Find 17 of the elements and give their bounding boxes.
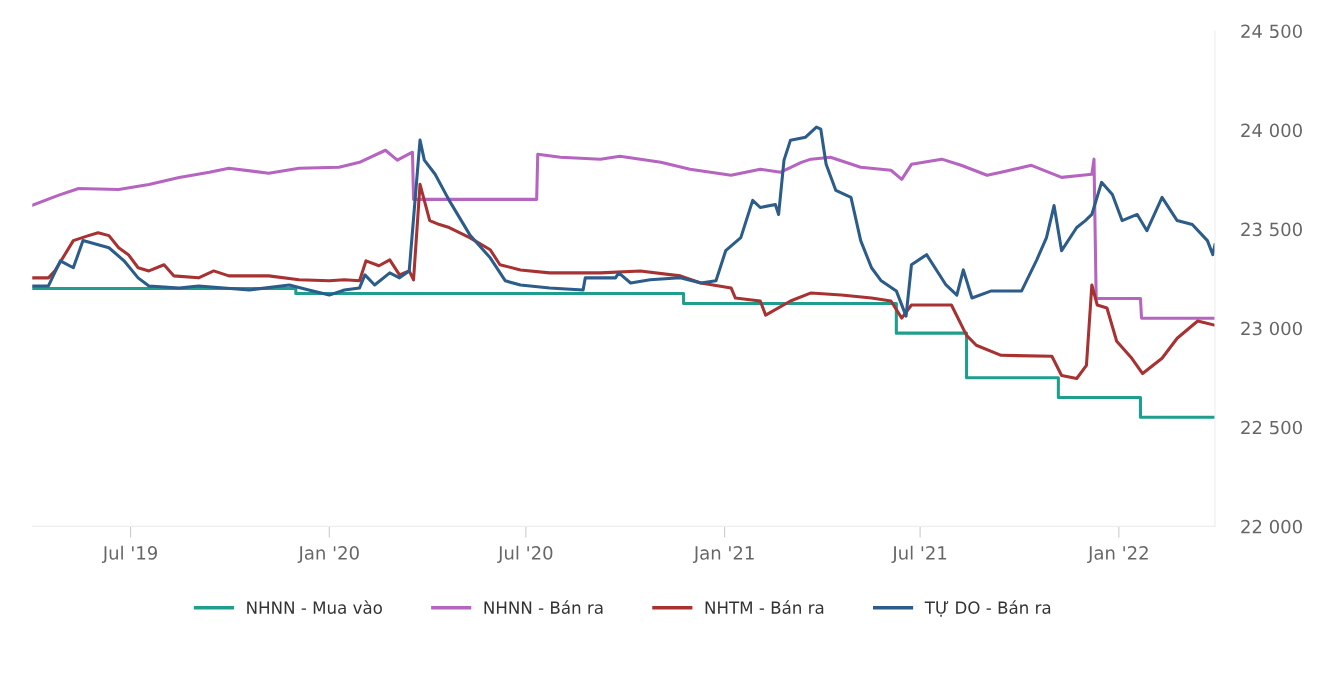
y-tick-label: 23 500 xyxy=(1241,222,1302,237)
x-tick-label: Jan '20 xyxy=(297,546,359,564)
legend-label: TỰ DO - Bán ra xyxy=(924,600,1051,617)
legend-label: NHTM - Bán ra xyxy=(705,600,824,614)
x-tick-label: Jul '21 xyxy=(891,545,947,564)
x-tick-label: Jul '20 xyxy=(497,545,553,564)
x-tick-label: Jan '21 xyxy=(692,546,754,564)
x-tick-label: Jul '19 xyxy=(101,545,158,564)
y-tick-label: 22 000 xyxy=(1241,519,1302,534)
y-tick-label: 24 000 xyxy=(1241,123,1302,138)
y-tick-label: 24 500 xyxy=(1241,24,1302,39)
y-tick-label: 22 500 xyxy=(1241,420,1302,435)
x-tick-label: Jan '22 xyxy=(1087,546,1148,564)
legend-label: NHNN - Mua vào xyxy=(247,600,382,614)
legend-label: NHNN - Bán ra xyxy=(484,600,603,614)
line-series xyxy=(32,182,1215,381)
y-tick-label: 23 000 xyxy=(1241,321,1302,336)
